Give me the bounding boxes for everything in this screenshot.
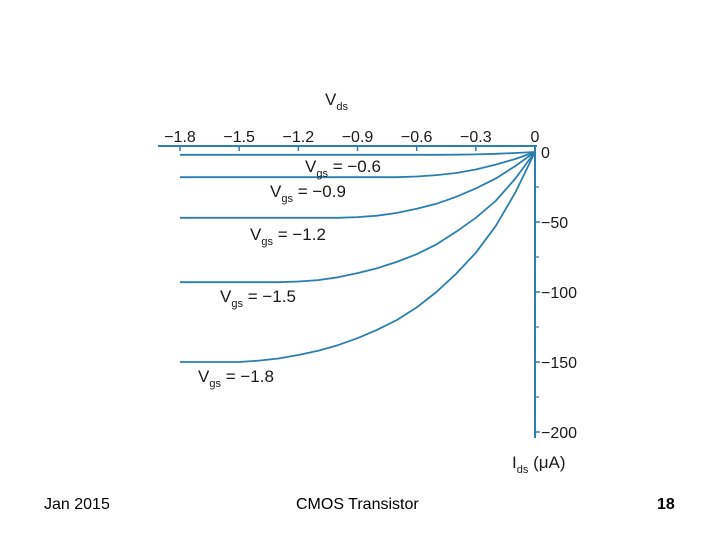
y-tick-label: −200 [541,425,577,442]
page-number: 18 [657,496,675,513]
x-axis-title-main: V [325,90,337,109]
curve-label-main: V [270,182,282,201]
iv-curve-line [180,151,536,179]
curve-label-sub: gs [261,236,273,248]
x-tick-label: −0.3 [460,129,492,146]
curve-label-main: V [250,225,262,244]
curve-label-value: = −0.6 [328,157,381,176]
x-tick-label: −1.5 [223,129,255,146]
iv-chart: −1.8 −1.5 −1.2 −0.9 −0.6 −0.3 00 −50 −100 −150 −20… [158,90,577,476]
x-tick-label: −0.6 [401,129,433,146]
y-tick-label: 0 [541,145,550,162]
x-tick-label: −1.2 [283,129,315,146]
iv-curve-line [180,151,536,284]
curve-label: Vgs = −1.8 [198,367,274,390]
curves-group [180,151,536,363]
iv-curve-line [180,151,536,219]
curve-label-value: = −1.5 [243,287,296,306]
x-axis-title: Vds [325,90,348,113]
curve-label-main: V [220,287,232,306]
y-axis-title-main: I [512,453,517,472]
y-axis-title-sub: ds [517,464,529,476]
x-tick-label: 0 [531,129,540,146]
x-tick-label: −0.9 [342,129,374,146]
curve-label: Vgs = −0.9 [270,182,346,205]
y-axis-title: Ids (μA) [512,453,566,476]
curve-label-value: = −1.8 [221,367,274,386]
curve-label-value: = −0.9 [293,182,346,201]
curve-label-main: V [198,367,210,386]
curve-label: Vgs = −1.5 [220,287,296,310]
curve-label-sub: gs [209,378,221,390]
curve-label: Vgs = −0.6 [305,157,381,180]
footer-title: CMOS Transistor [296,496,419,513]
iv-curve-line [180,151,536,156]
footer-date: Jan 2015 [44,496,110,513]
x-tick-label: −1.8 [164,129,196,146]
curve-label-sub: gs [281,193,293,205]
curve-label: Vgs = −1.2 [250,225,326,248]
axes-group: −1.8 −1.5 −1.2 −0.9 −0.6 −0.3 00 −50 −100 −150 −20… [158,129,577,442]
curve-label-sub: gs [316,168,328,180]
y-tick-label: −150 [541,355,577,372]
curve-label-value: = −1.2 [273,225,326,244]
y-tick-label: −100 [541,285,577,302]
curve-label-sub: gs [231,298,243,310]
iv-curve-line [180,151,536,363]
y-axis-title-unit: (μA) [528,453,565,472]
y-tick-label: −50 [541,215,568,232]
x-axis-title-sub: ds [336,101,348,113]
curve-label-main: V [305,157,317,176]
